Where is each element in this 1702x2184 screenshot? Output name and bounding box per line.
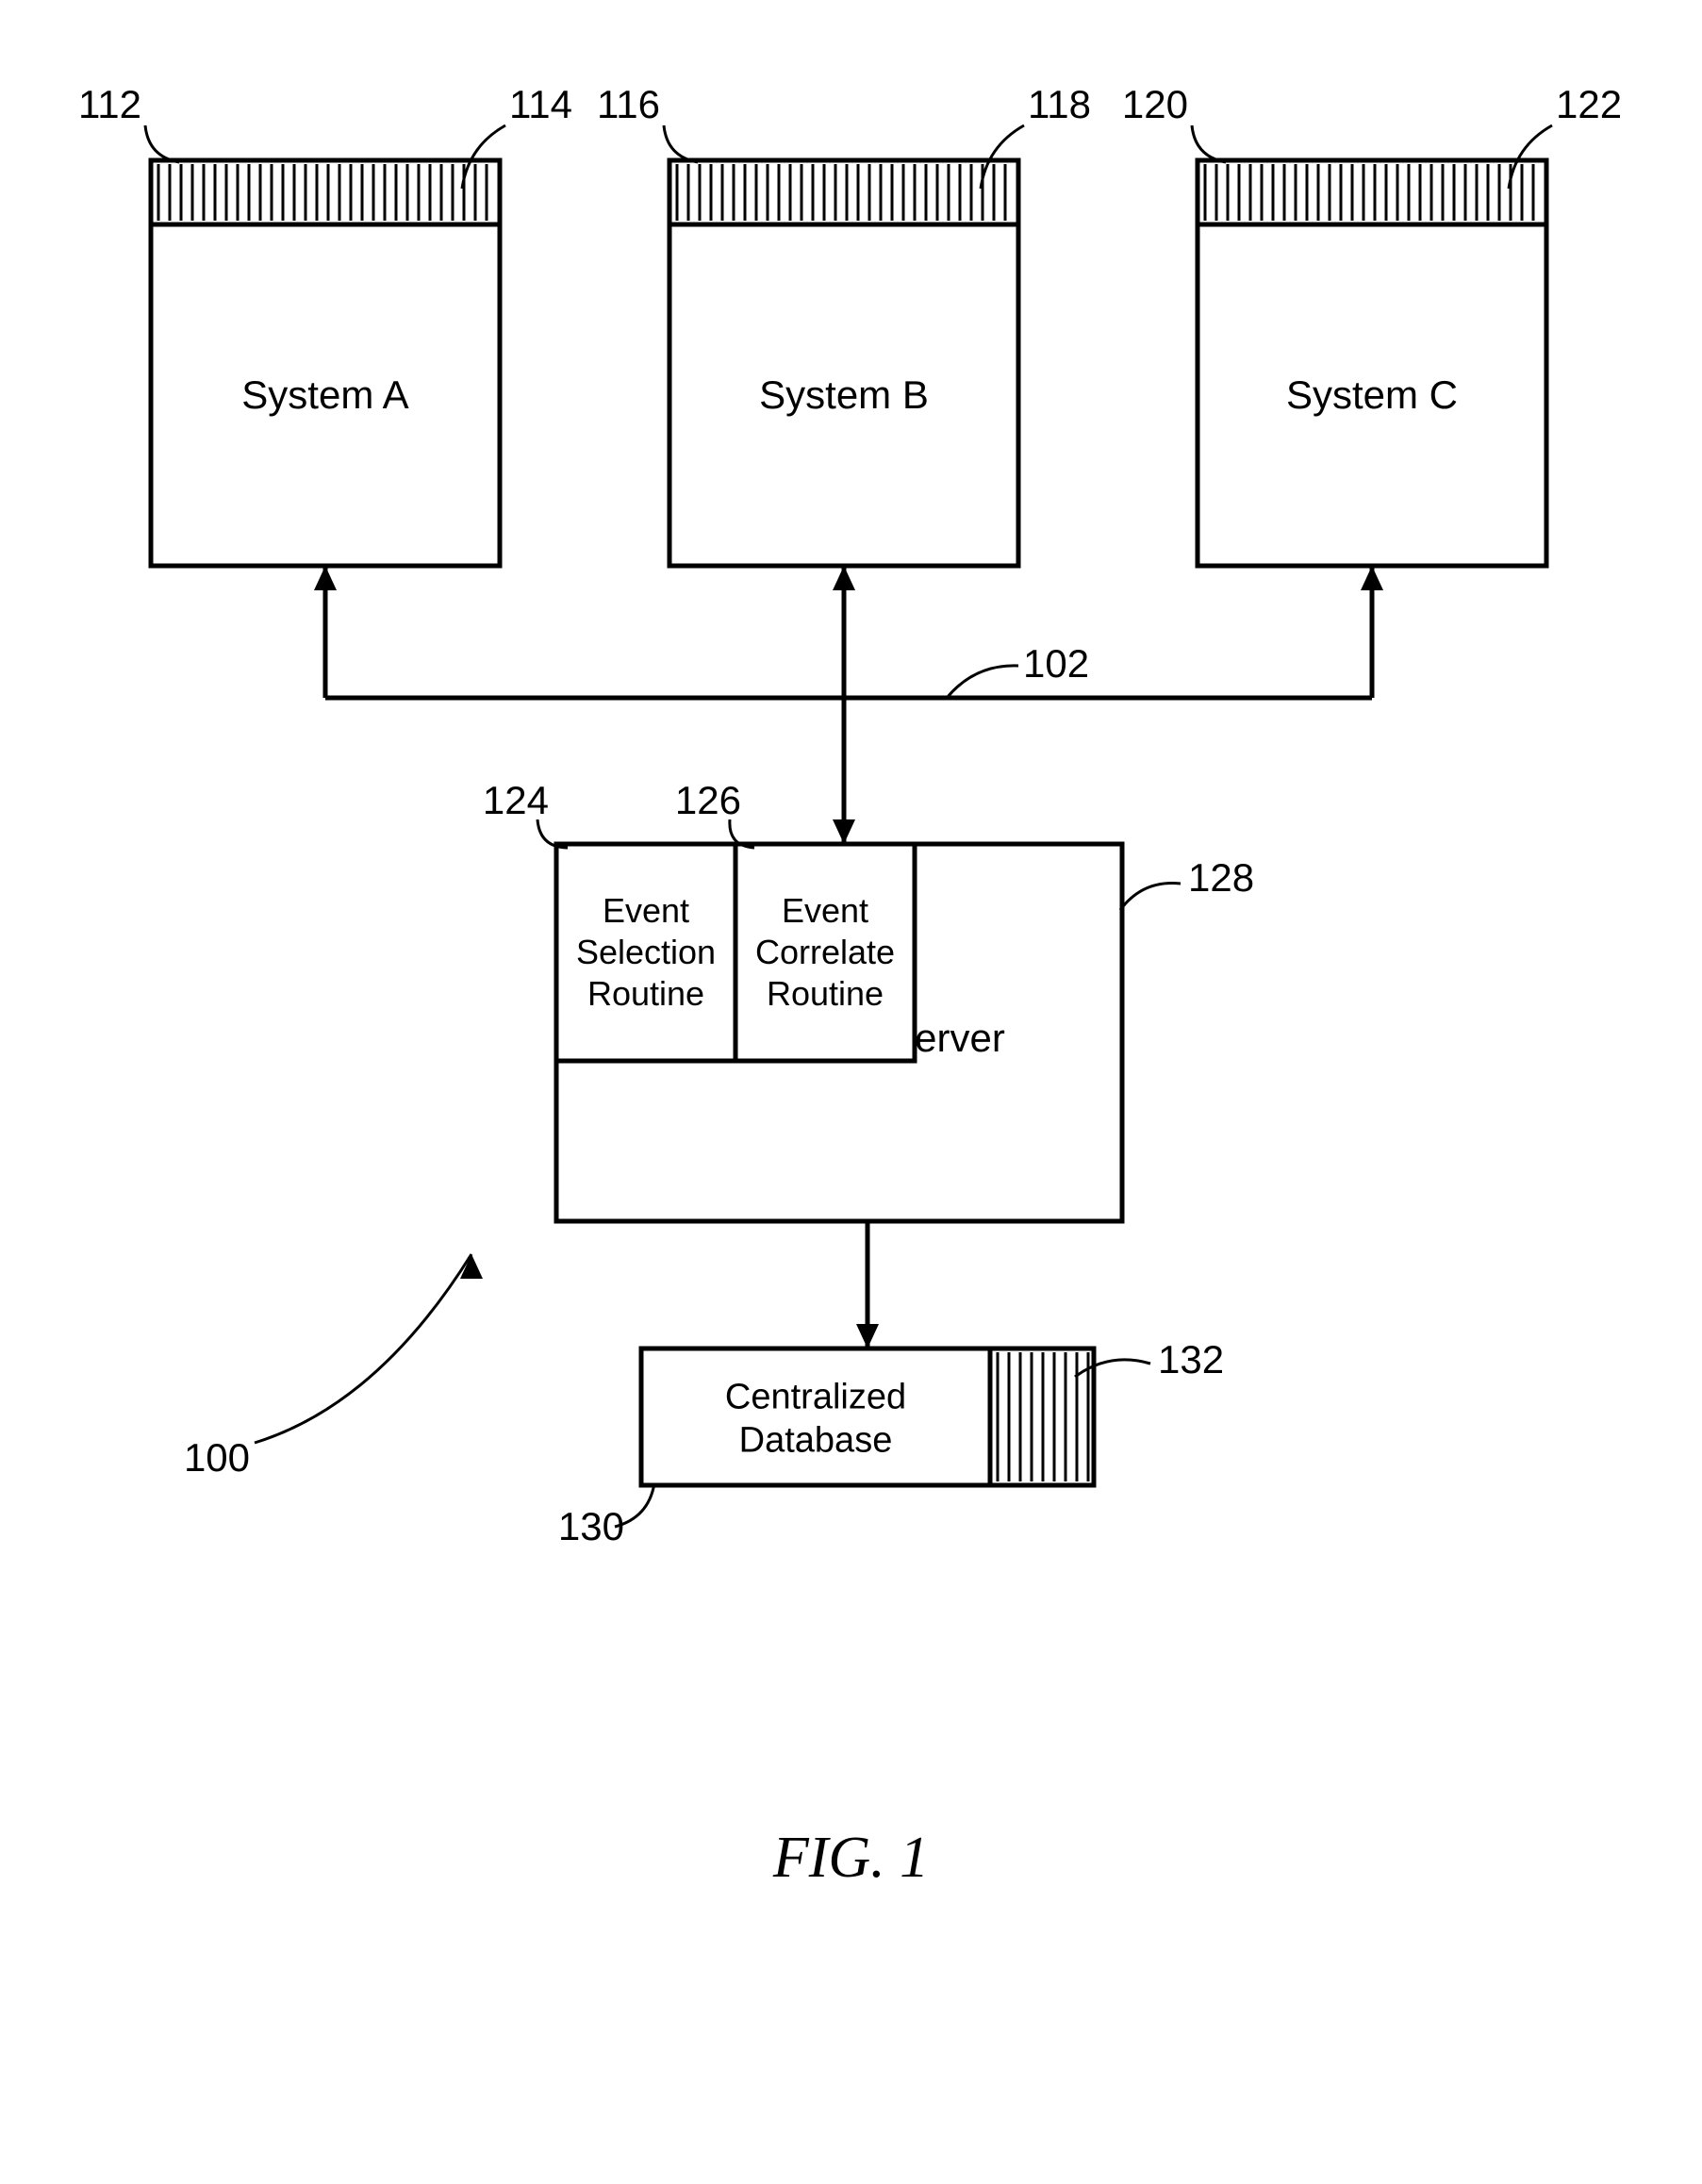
label-systemB: System B <box>759 372 929 417</box>
ref-126: 126 <box>675 778 741 822</box>
svg-text:Database: Database <box>739 1421 893 1461</box>
ref-102: 102 <box>1023 641 1089 686</box>
svg-text:Centralized: Centralized <box>725 1378 906 1417</box>
svg-text:Correlate: Correlate <box>755 933 895 971</box>
svg-text:Event: Event <box>603 891 689 930</box>
figure-caption: FIG. 1 <box>772 1826 929 1890</box>
ref-114: 114 <box>509 82 572 126</box>
ref-116: 116 <box>597 82 660 126</box>
ref-112: 112 <box>78 82 141 126</box>
ref-120: 120 <box>1122 82 1188 126</box>
label-systemC: System C <box>1286 372 1458 417</box>
node-systemA: System A <box>151 160 500 566</box>
svg-text:Event: Event <box>782 891 868 930</box>
ref-100: 100 <box>184 1435 250 1480</box>
node-centralized-db: Centralized Database <box>641 1348 1094 1485</box>
ref-122: 122 <box>1556 82 1622 126</box>
svg-text:Routine: Routine <box>587 974 704 1013</box>
node-server: ServerEventSelectionRoutineEventCorrelat… <box>556 844 1122 1221</box>
ref-128: 128 <box>1188 855 1254 900</box>
ref-124: 124 <box>483 778 549 822</box>
label-systemA: System A <box>241 372 408 417</box>
ref-118: 118 <box>1028 82 1091 126</box>
svg-text:Selection: Selection <box>576 933 716 971</box>
ref-132: 132 <box>1158 1337 1224 1382</box>
node-systemC: System C <box>1198 160 1546 566</box>
node-systemB: System B <box>669 160 1018 566</box>
svg-text:Routine: Routine <box>767 974 884 1013</box>
ref-130: 130 <box>558 1504 624 1548</box>
